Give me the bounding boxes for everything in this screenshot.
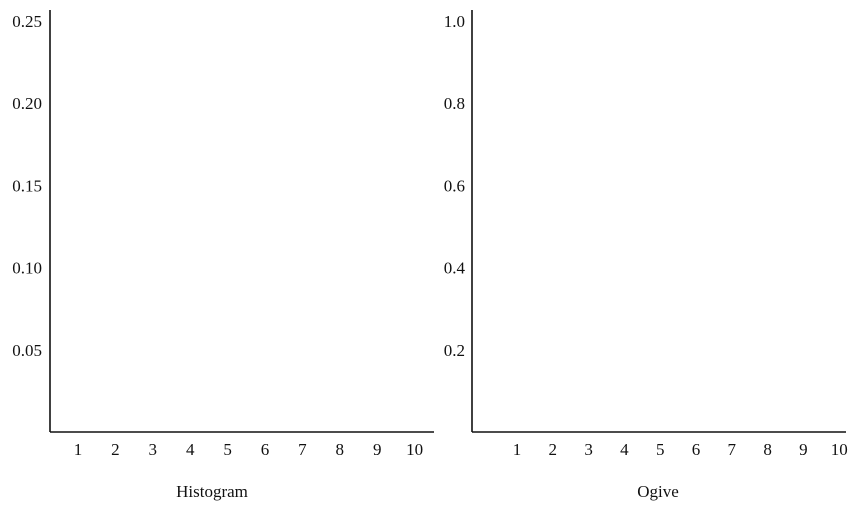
ogive-y-tick-label: 1.0 xyxy=(444,12,465,31)
histogram-y-tick-label: 0.20 xyxy=(12,94,42,113)
ogive-x-tick-label: 7 xyxy=(728,440,737,459)
ogive-x-tick-labels: 1 2 3 4 5 6 7 8 9 10 xyxy=(513,440,848,459)
ogive-x-tick-label: 8 xyxy=(763,440,772,459)
histogram-x-tick-label: 10 xyxy=(406,440,423,459)
ogive-x-tick-label: 3 xyxy=(584,440,593,459)
ogive-x-tick-label: 1 xyxy=(513,440,522,459)
histogram-y-tick-label: 0.10 xyxy=(12,259,42,278)
ogive-panel: 0.2 0.4 0.6 0.8 1.0 1 2 3 4 5 6 7 8 9 10 Ogive xyxy=(444,10,848,501)
histogram-x-tick-label: 1 xyxy=(74,440,83,459)
ogive-x-tick-label: 10 xyxy=(831,440,848,459)
ogive-x-tick-label: 9 xyxy=(799,440,808,459)
histogram-x-tick-label: 9 xyxy=(373,440,382,459)
ogive-x-tick-label: 2 xyxy=(549,440,558,459)
histogram-panel: 0.05 0.10 0.15 0.20 0.25 1 2 3 4 5 6 7 8 9 10 Histogr… xyxy=(12,10,434,501)
histogram-y-tick-label: 0.15 xyxy=(12,176,42,195)
histogram-x-tick-label: 6 xyxy=(261,440,270,459)
histogram-y-tick-label: 0.25 xyxy=(12,12,42,31)
ogive-y-tick-label: 0.8 xyxy=(444,94,465,113)
histogram-y-tick-labels: 0.05 0.10 0.15 0.20 0.25 xyxy=(12,12,42,360)
ogive-y-tick-label: 0.2 xyxy=(444,341,465,360)
histogram-x-tick-label: 7 xyxy=(298,440,307,459)
histogram-caption: Histogram xyxy=(176,482,248,501)
ogive-x-tick-label: 6 xyxy=(692,440,701,459)
histogram-x-tick-label: 5 xyxy=(223,440,232,459)
histogram-x-tick-labels: 1 2 3 4 5 6 7 8 9 10 xyxy=(74,440,423,459)
histogram-x-tick-label: 3 xyxy=(149,440,158,459)
histogram-x-tick-label: 2 xyxy=(111,440,120,459)
histogram-x-tick-label: 8 xyxy=(336,440,345,459)
ogive-y-tick-label: 0.4 xyxy=(444,259,466,278)
ogive-x-tick-label: 4 xyxy=(620,440,629,459)
histogram-y-tick-label: 0.05 xyxy=(12,341,42,360)
histogram-x-tick-label: 4 xyxy=(186,440,195,459)
ogive-y-tick-label: 0.6 xyxy=(444,176,465,195)
ogive-y-tick-labels: 0.2 0.4 0.6 0.8 1.0 xyxy=(444,12,466,360)
ogive-x-tick-label: 5 xyxy=(656,440,665,459)
ogive-caption: Ogive xyxy=(637,482,679,501)
